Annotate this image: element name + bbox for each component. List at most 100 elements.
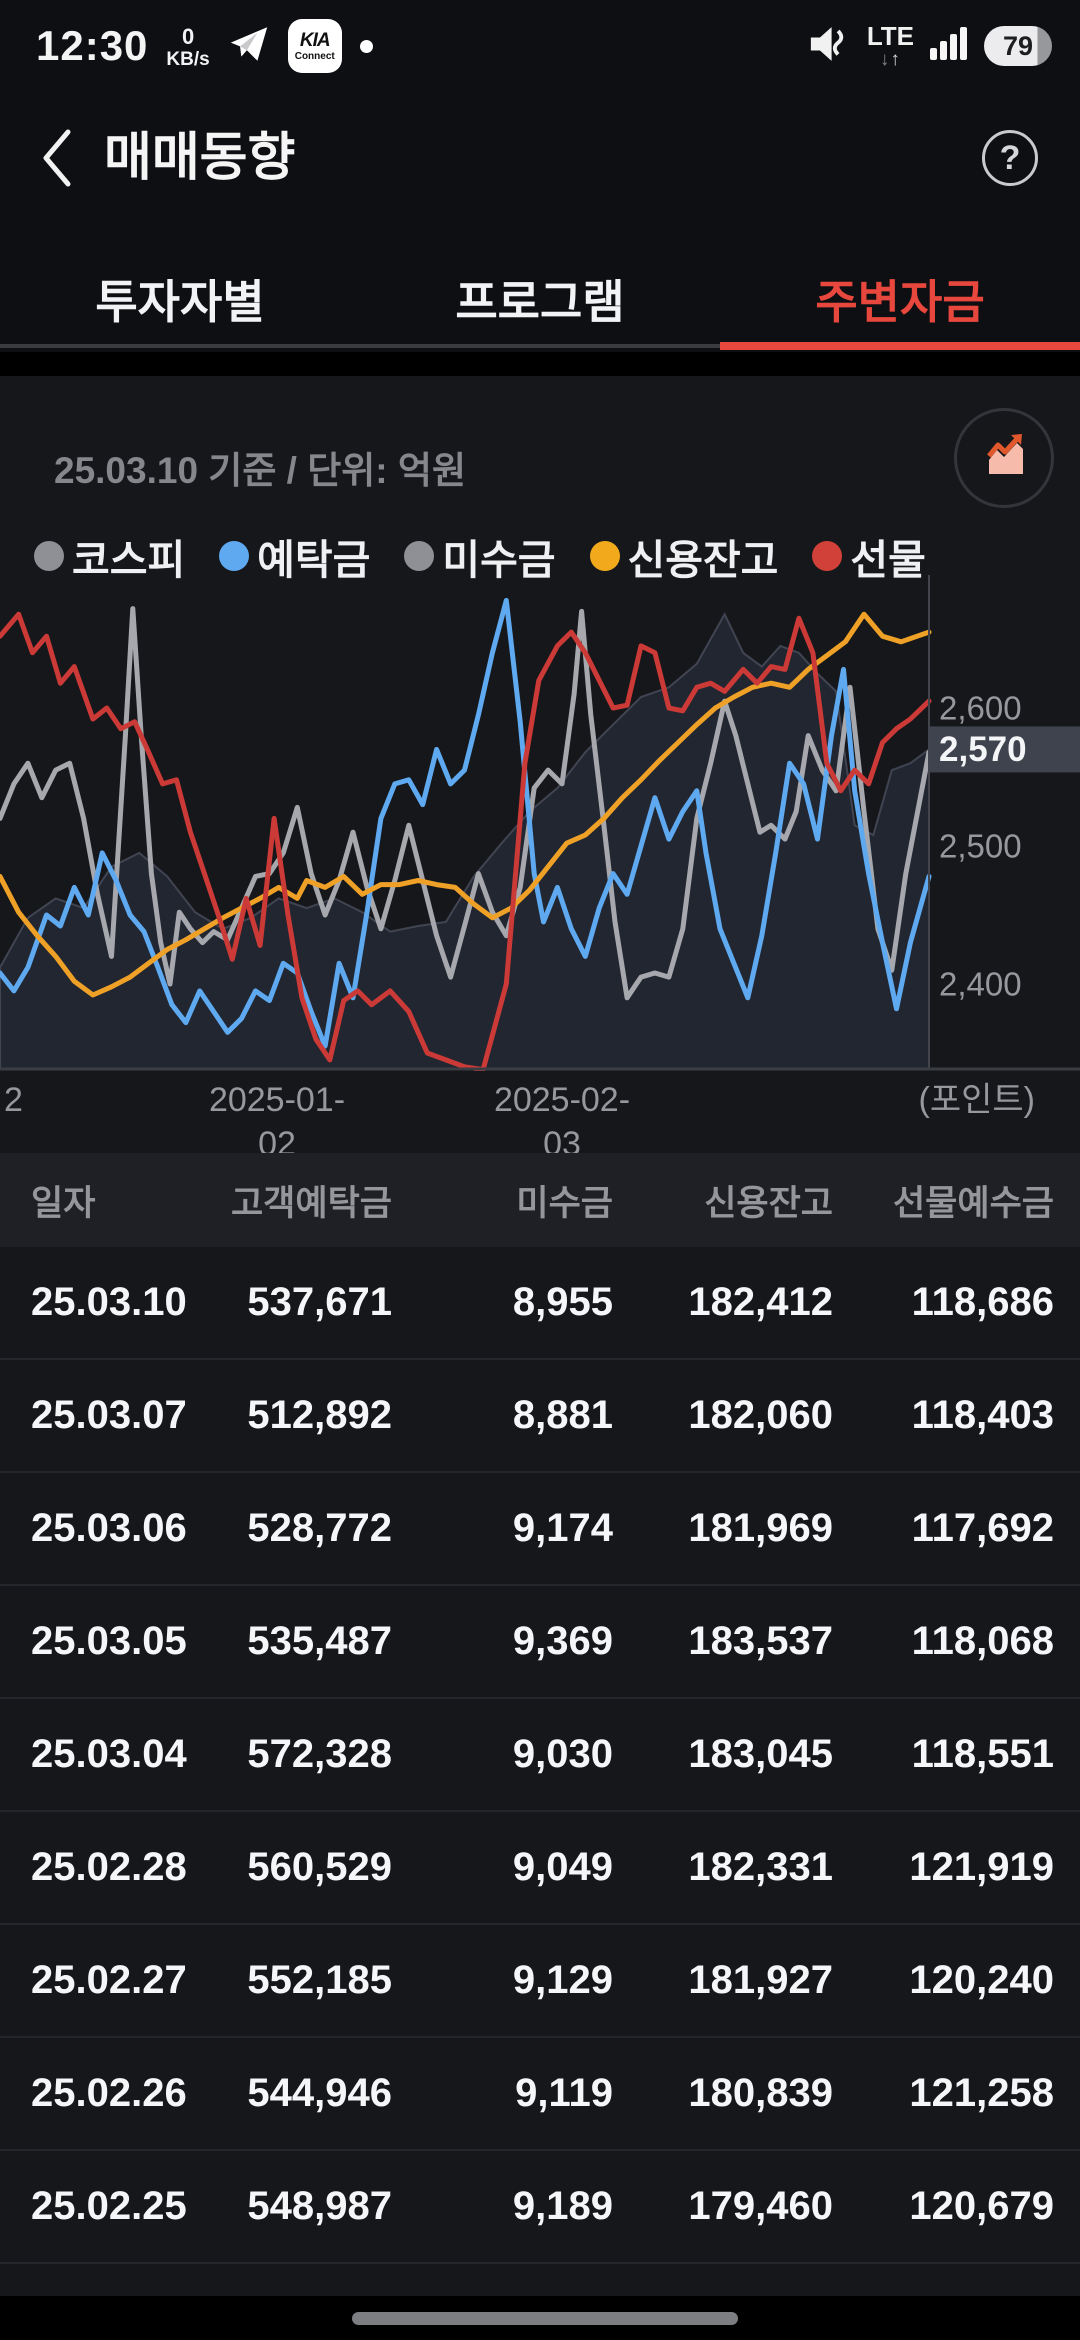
series-line-예탁금 — [0, 597, 932, 1049]
table-row: 25.03.06 528,772 9,174 181,969 117,692 — [0, 1473, 1080, 1586]
cell-value: 183,537 — [688, 1619, 833, 1663]
legend-dot-icon — [219, 541, 250, 571]
status-bar: 12:30 0 KB/s KIA Connect LTE ↓↑ — [0, 10, 1080, 82]
cell-date: 25.02.26 — [31, 2071, 187, 2115]
clock: 12:30 — [36, 22, 149, 69]
legend-item-2[interactable]: 미수금 — [404, 526, 556, 586]
cell-value: 179,460 — [688, 2184, 833, 2228]
current-value-label: 2,570 — [939, 730, 1027, 769]
back-button[interactable] — [36, 124, 80, 192]
content-panel: 25.03.10 기준 / 단위: 억원 코스피 예탁금 미수금 신용잔고 선물 2,6… — [0, 376, 1080, 2296]
telegram-icon — [228, 24, 270, 69]
cell-value: 560,529 — [247, 1845, 392, 1889]
chart-caption: 25.03.10 기준 / 단위: 억원 — [54, 450, 466, 491]
table-row: 25.02.27 552,185 9,129 181,927 120,240 — [0, 1925, 1080, 2038]
app-bar: 매매동향 ? — [0, 118, 1080, 198]
series-line-신용잔고 — [0, 611, 932, 998]
data-arrows-icon: ↓↑ — [879, 49, 901, 70]
x-axis-labels: 2 2025-01-02 2025-02-03 (포인트) — [0, 1078, 1080, 1163]
legend-label: 미수금 — [442, 537, 556, 583]
table-row: 25.03.04 572,328 9,030 183,045 118,551 — [0, 1699, 1080, 1812]
chart-legend: 코스피 예탁금 미수금 신용잔고 선물 — [34, 534, 926, 583]
mute-vibrate-icon — [807, 22, 851, 71]
current-value-badge — [929, 726, 1080, 773]
chart[interactable]: 2,600 2,500 2,400 2,570 — [0, 575, 1080, 1073]
tab-by-investor[interactable]: 투자자별 — [95, 276, 265, 328]
cell-value: 181,927 — [688, 1958, 833, 2002]
active-tab-indicator — [720, 342, 1080, 350]
area-chart-icon — [987, 434, 1023, 474]
legend-label: 예탁금 — [257, 537, 371, 583]
col-header-futures-deposits: 선물예수금 — [892, 1183, 1054, 1223]
cell-value: 9,119 — [515, 2071, 613, 2115]
legend-label: 코스피 — [72, 537, 186, 583]
cell-value: 118,403 — [911, 1393, 1054, 1437]
legend-dot-icon — [589, 541, 620, 571]
cell-value: 537,671 — [247, 1280, 392, 1324]
network-speed-unit: KB/s — [166, 48, 210, 70]
tab-bar: 투자자별 프로그램 주변자금 — [0, 246, 1080, 352]
status-bar-left: 12:30 0 KB/s KIA Connect — [36, 10, 373, 82]
network-speed: 0 KB/s — [166, 25, 210, 70]
battery-percent: 79 — [1002, 30, 1034, 61]
cell-date: 25.03.06 — [31, 1506, 187, 1550]
cell-value: 118,068 — [911, 1619, 1054, 1663]
signal-bars-icon — [930, 26, 968, 67]
cell-date: 25.02.27 — [31, 1958, 187, 2002]
y-tick-label: 2,600 — [939, 690, 1022, 727]
cell-value: 182,412 — [688, 1280, 833, 1324]
legend-item-0[interactable]: 코스피 — [34, 526, 185, 586]
carrier-indicator: LTE ↓↑ — [866, 21, 914, 70]
legend-item-4[interactable]: 선물 — [812, 526, 926, 586]
cell-value: 544,946 — [247, 2071, 392, 2115]
cell-value: 8,881 — [512, 1393, 613, 1437]
cell-value: 120,240 — [909, 1958, 1054, 2002]
cell-value: 9,369 — [512, 1619, 613, 1663]
cell-value: 120,679 — [909, 2184, 1054, 2228]
legend-dot-icon — [812, 541, 843, 571]
cell-value: 182,331 — [688, 1845, 833, 1889]
table-header: 일자 고객예탁금 미수금 신용잔고 선물예수금 — [0, 1153, 1080, 1247]
legend-item-1[interactable]: 예탁금 — [219, 526, 370, 586]
cell-value: 118,551 — [911, 1732, 1054, 1776]
top-region — [0, 0, 1080, 352]
x-tick-jan: 2025-01-02 — [208, 1081, 346, 1163]
chart-style-button[interactable] — [954, 408, 1054, 508]
cell-value: 528,772 — [247, 1506, 392, 1550]
cell-value: 572,328 — [247, 1732, 392, 1776]
cell-value: 9,030 — [512, 1732, 613, 1776]
col-header-outstanding: 미수금 — [516, 1183, 613, 1223]
cell-value: 181,969 — [688, 1506, 833, 1550]
cell-value: 9,129 — [512, 1958, 613, 2002]
col-header-customer-deposits: 고객예탁금 — [230, 1183, 392, 1223]
cell-value: 121,919 — [909, 1845, 1054, 1889]
series-line-미수금 — [0, 606, 932, 1001]
cell-value: 118,686 — [911, 1280, 1054, 1324]
cell-date: 25.03.10 — [31, 1280, 187, 1324]
cell-value: 535,487 — [247, 1619, 392, 1663]
table-row: 25.02.26 544,946 9,119 180,839 121,258 — [0, 2038, 1080, 2151]
col-header-date: 일자 — [31, 1183, 96, 1223]
gesture-navigation-handle[interactable] — [352, 2312, 738, 2325]
cell-date: 25.03.07 — [31, 1393, 187, 1437]
notification-dot-icon — [359, 39, 373, 53]
table-body: 25.03.10 537,671 8,955 182,412 118,686 25.03.… — [0, 1247, 1080, 2264]
table-row: 25.03.05 535,487 9,369 183,537 118,068 — [0, 1586, 1080, 1699]
series-line-선물 — [0, 611, 932, 1073]
help-button[interactable]: ? — [982, 130, 1038, 186]
status-bar-right: LTE ↓↑ 79 — [807, 10, 1052, 82]
cell-value: 9,189 — [512, 2184, 613, 2228]
y-tick-label: 2,400 — [939, 966, 1022, 1003]
col-header-credit-balance: 신용잔고 — [704, 1183, 833, 1223]
tab-surrounding-funds[interactable]: 주변자금 — [815, 276, 985, 328]
kia-connect-icon: KIA Connect — [287, 19, 342, 73]
legend-dot-icon — [34, 541, 64, 571]
page-title: 매매동향 — [104, 129, 296, 187]
legend-label: 선물 — [850, 537, 926, 583]
cell-value: 121,258 — [909, 2071, 1054, 2115]
legend-item-3[interactable]: 신용잔고 — [589, 526, 778, 586]
cell-value: 180,839 — [688, 2071, 833, 2115]
y-tick-label: 2,500 — [939, 828, 1022, 865]
tab-program[interactable]: 프로그램 — [455, 276, 625, 328]
